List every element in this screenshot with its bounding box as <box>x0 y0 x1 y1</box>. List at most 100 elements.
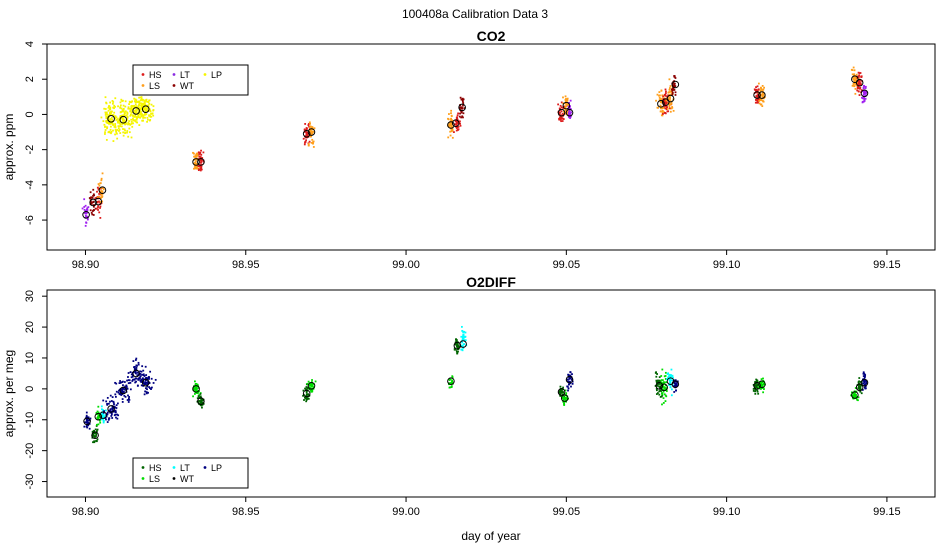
data-point-hs <box>302 389 305 392</box>
data-point-lp <box>108 409 111 412</box>
data-point-lp <box>150 103 153 106</box>
data-point-lp <box>131 100 133 103</box>
data-point-hs <box>200 401 203 404</box>
data-point-lp <box>102 399 105 402</box>
data-point-lp <box>106 402 108 405</box>
data-point-hs <box>757 101 759 104</box>
data-point-lp <box>119 381 122 384</box>
legend-marker-lp <box>203 466 207 469</box>
data-point-ls <box>670 91 673 94</box>
data-point-hs <box>455 129 458 132</box>
data-point-hs <box>560 389 562 392</box>
data-point-lp <box>117 402 119 405</box>
data-point-lp <box>141 113 144 116</box>
legend-label-hs: HS <box>149 70 162 80</box>
data-point-lp <box>114 409 117 412</box>
data-point-lp <box>864 375 866 378</box>
cluster-mean-marker <box>565 108 574 117</box>
data-point-lp <box>122 121 125 124</box>
data-point-wt <box>674 94 677 96</box>
data-point-lp <box>135 99 138 102</box>
data-point-lt <box>666 373 669 375</box>
data-point-wt <box>459 112 461 115</box>
data-point-lp <box>108 121 111 124</box>
cluster-mean-marker <box>141 378 150 387</box>
data-point-hs <box>454 120 457 123</box>
data-point-lp <box>111 396 114 399</box>
data-point-lp <box>134 111 137 114</box>
data-point-lp <box>139 108 142 111</box>
data-point-hs <box>197 401 200 404</box>
data-point-lp <box>127 379 130 382</box>
data-point-lp <box>570 378 573 381</box>
data-point-ls <box>857 396 860 399</box>
data-point-ls <box>759 387 762 390</box>
data-point-lp <box>128 379 131 382</box>
data-point-lt <box>84 224 87 227</box>
cluster-mean-marker <box>197 158 205 166</box>
data-point-ls <box>99 419 101 422</box>
plot-frame <box>46 289 936 498</box>
data-point-hs <box>664 102 667 105</box>
data-point-ls <box>662 390 665 393</box>
data-point-wt <box>92 200 95 203</box>
data-point-lp <box>568 383 570 386</box>
data-point-lp <box>110 131 113 133</box>
data-point-hs <box>664 101 667 104</box>
data-point-lt <box>863 89 866 92</box>
data-point-lp <box>148 102 151 105</box>
data-point-hs <box>93 435 96 437</box>
data-point-hs <box>456 343 459 346</box>
data-point-ls <box>449 124 451 127</box>
data-point-ls <box>662 402 665 404</box>
data-point-lp <box>112 140 115 142</box>
cluster-mean-marker <box>557 108 566 117</box>
cluster-mean-marker <box>565 375 574 384</box>
data-point-lp <box>130 122 133 125</box>
data-point-lp <box>149 387 151 390</box>
data-point-hs <box>756 383 759 386</box>
y-tick-label: 20 <box>24 321 36 333</box>
data-point-hs <box>304 141 306 144</box>
data-point-lp <box>138 111 141 114</box>
data-point-lp <box>132 360 135 362</box>
data-point-lp <box>148 99 151 102</box>
data-point-lp <box>126 399 129 401</box>
data-point-hs <box>304 123 307 125</box>
data-point-lt <box>462 345 464 348</box>
data-point-lp <box>120 117 123 120</box>
data-point-ls <box>195 389 197 392</box>
data-point-ls <box>97 405 100 408</box>
data-point-wt <box>672 89 675 91</box>
data-point-lp <box>119 125 122 128</box>
data-point-wt <box>459 106 462 109</box>
data-point-ls <box>851 394 854 397</box>
data-point-hs <box>308 140 311 143</box>
data-point-ls <box>96 410 99 413</box>
data-point-hs <box>561 120 564 122</box>
data-point-lp <box>147 377 149 380</box>
cluster-mean-marker <box>307 381 316 390</box>
data-point-lp <box>107 418 110 421</box>
data-point-ls <box>852 392 855 395</box>
legend-marker-hs <box>141 466 145 469</box>
data-point-wt <box>459 104 462 107</box>
data-point-lp <box>567 387 570 390</box>
panel-title: CO2 <box>477 28 506 44</box>
data-point-ls <box>759 96 762 99</box>
data-point-lp <box>113 107 115 110</box>
data-point-ls <box>667 98 670 101</box>
data-point-lt <box>667 376 670 379</box>
data-point-hs <box>861 80 864 83</box>
data-point-lp <box>130 101 133 104</box>
data-point-ls <box>857 399 859 402</box>
data-point-lp <box>85 411 88 414</box>
data-point-ls <box>448 113 450 115</box>
data-point-lp <box>124 132 126 134</box>
data-point-hs <box>561 393 564 396</box>
data-point-lp <box>112 409 114 411</box>
data-point-lp <box>152 114 155 117</box>
data-point-ls <box>565 397 568 400</box>
data-point-hs <box>453 347 456 350</box>
data-point-hs <box>656 379 659 382</box>
